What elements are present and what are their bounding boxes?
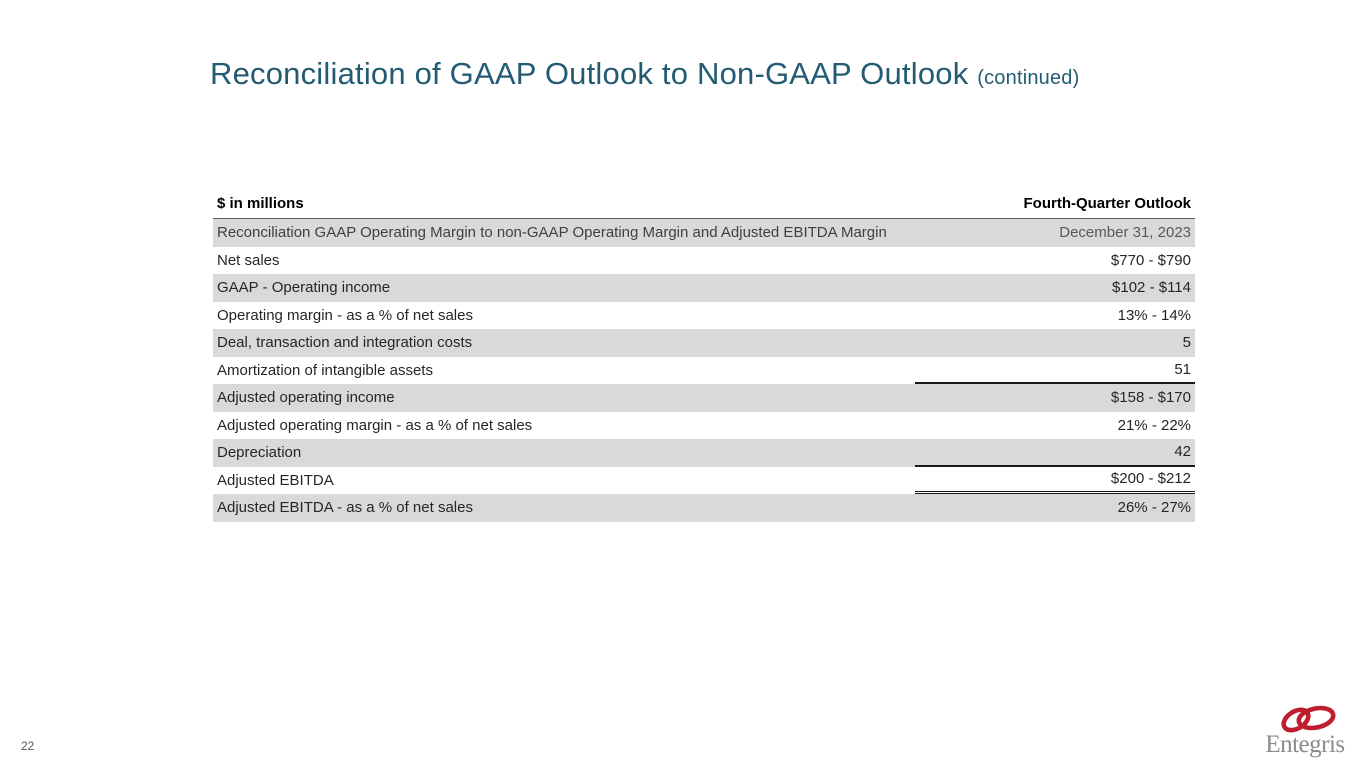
entegris-logo: Entegris <box>1262 703 1348 757</box>
slide-title-text: Reconciliation of GAAP Outlook to Non-GA… <box>210 56 969 91</box>
row-value: $158 - $170 <box>1110 389 1191 407</box>
slide-title-suffix: (continued) <box>977 67 1080 89</box>
row-label: Net sales <box>217 251 280 269</box>
table-header-outlook-label: Fourth-Quarter Outlook <box>1023 195 1192 212</box>
table-row: Amortization of intangible assets 51 <box>213 357 1195 384</box>
row-value: $770 - $790 <box>1110 251 1191 269</box>
table-row: Deal, transaction and integration costs … <box>213 329 1195 357</box>
page-number: 22 <box>21 739 35 753</box>
table-header-units-label: $ in millions <box>217 195 304 212</box>
row-label: Adjusted operating margin - as a % of ne… <box>217 416 533 434</box>
table-row: Adjusted EBITDA $200 - $212 <box>213 467 1195 494</box>
row-value: December 31, 2023 <box>1059 224 1191 242</box>
row-value: $102 - $114 <box>1112 279 1191 297</box>
slide-title: Reconciliation of GAAP Outlook to Non-GA… <box>210 56 1080 92</box>
entegris-wordmark: Entegris <box>1265 731 1345 758</box>
row-label: GAAP - Operating income <box>217 279 391 297</box>
row-label: Adjusted EBITDA - as a % of net sales <box>217 499 473 517</box>
row-value: 51 <box>915 357 1195 384</box>
row-value: 26% - 27% <box>1117 499 1191 517</box>
row-label: Deal, transaction and integration costs <box>217 334 473 352</box>
row-label: Adjusted EBITDA <box>217 471 334 489</box>
row-value: 5 <box>1182 334 1191 352</box>
row-label: Depreciation <box>217 444 302 462</box>
table-row: GAAP - Operating income $102 - $114 <box>213 274 1195 302</box>
table-row: Net sales $770 - $790 <box>213 247 1195 275</box>
row-value: 21% - 22% <box>1117 416 1191 434</box>
entegris-rings-icon <box>1281 705 1336 733</box>
row-label: Amortization of intangible assets <box>217 361 433 379</box>
row-value: 42 <box>915 439 1195 467</box>
row-value: $200 - $212 <box>915 467 1195 494</box>
reconciliation-table: $ in millions Fourth-Quarter Outlook Rec… <box>213 193 1195 522</box>
row-label: Adjusted operating income <box>217 389 395 407</box>
table-row: Reconciliation GAAP Operating Margin to … <box>213 219 1195 247</box>
table-row: Adjusted operating margin - as a % of ne… <box>213 412 1195 440</box>
row-label: Operating margin - as a % of net sales <box>217 306 473 324</box>
table-body: Reconciliation GAAP Operating Margin to … <box>213 219 1195 522</box>
table-row: Adjusted EBITDA - as a % of net sales 26… <box>213 494 1195 522</box>
table-row: Depreciation 42 <box>213 439 1195 467</box>
table-row: Adjusted operating income $158 - $170 <box>213 384 1195 412</box>
row-value: 13% - 14% <box>1117 306 1191 324</box>
table-header-row: $ in millions Fourth-Quarter Outlook <box>213 193 1195 219</box>
row-label: Reconciliation GAAP Operating Margin to … <box>217 224 887 242</box>
table-row: Operating margin - as a % of net sales 1… <box>213 302 1195 330</box>
